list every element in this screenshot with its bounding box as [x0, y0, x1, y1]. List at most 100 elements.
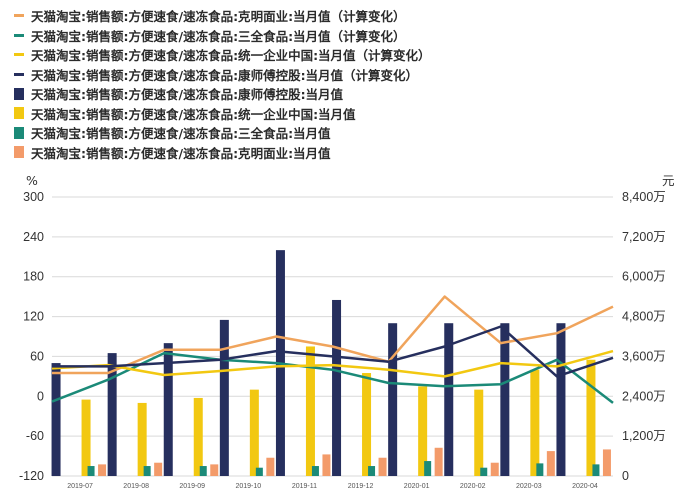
bar-0-2020-01	[388, 323, 398, 476]
y-right-unit: 元	[662, 173, 675, 188]
legend-label: 天猫淘宝:销售额:方便速食/速冻食品:克明面业:当月值（计算变化）	[31, 9, 406, 25]
line-marks	[51, 295, 614, 404]
x-ticks: 2019-07 2019-08 2019-09 2019-10 2019-11 2019-…	[67, 483, 598, 490]
y-left-tick-label: 0	[37, 389, 44, 403]
bar-2-2020-03	[536, 463, 544, 476]
bar-1-2020-01	[418, 386, 428, 476]
x-tick-label: 2019-12	[348, 483, 374, 490]
line-series-1	[51, 351, 614, 404]
bar-1-2020-03	[530, 369, 540, 476]
bar-2-2019-10	[255, 467, 263, 476]
y-left-tick-label: -120	[19, 469, 44, 483]
x-tick-label: 2019-09	[179, 483, 205, 490]
x-tick-label: 2019-07	[67, 483, 93, 490]
y-left-tick-label: 300	[23, 190, 44, 204]
y-right-tick-label: 3,600万	[622, 349, 666, 363]
y-right-tick-label: 7,200万	[622, 230, 666, 244]
legend-label: 天猫淘宝:销售额:方便速食/速冻食品:克明面业:当月值	[31, 145, 331, 161]
y-right-tick-label: 4,800万	[622, 310, 666, 324]
legend-item-line-2: 天猫淘宝:销售额:方便速食/速冻食品:统一企业中国:当月值（计算变化）	[14, 45, 431, 65]
bar-1-2019-11	[305, 346, 315, 476]
x-tick-label: 2019-08	[123, 483, 149, 490]
bar-1-2020-04	[586, 359, 596, 476]
legend-label: 天猫淘宝:销售额:方便速食/速冻食品:三全食品:当月值（计算变化）	[31, 28, 406, 44]
bar-0-2019-07	[51, 363, 61, 476]
y-right-tick-label: 8,400万	[622, 190, 666, 204]
bar-3-2019-10	[266, 457, 275, 476]
bar-3-2019-07	[98, 464, 107, 476]
bar-3-2019-08	[154, 462, 163, 476]
legend-swatch	[14, 126, 24, 139]
legend-swatch	[14, 14, 24, 18]
bar-2-2019-08	[143, 466, 151, 476]
y-right-tick-label: 6,000万	[622, 270, 666, 284]
legend-swatch	[14, 33, 24, 37]
line-series-2	[51, 349, 614, 378]
bar-1-2019-10	[249, 389, 259, 476]
bar-2-2020-02	[480, 467, 488, 476]
bar-0-2019-10	[219, 319, 229, 476]
bar-2-2019-09	[199, 466, 207, 476]
legend-swatch	[14, 146, 24, 159]
chart-legend: 天猫淘宝:销售额:方便速食/速冻食品:克明面业:当月值（计算变化） 天猫淘宝:销售…	[14, 6, 431, 162]
x-tick-label: 2020-04	[572, 483, 598, 490]
legend-swatch	[14, 72, 24, 76]
legend-item-bar-3: 天猫淘宝:销售额:方便速食/速冻食品:克明面业:当月值	[14, 143, 431, 163]
y-right-tick-label: 0	[622, 469, 629, 483]
y-right-ticks: 0 1,200万 2,400万 3,600万 4,800万 6,000万 7,200万 8,4…	[622, 190, 666, 483]
bar-1-2019-12	[362, 373, 372, 476]
bar-0-2020-04	[556, 323, 566, 476]
bar-1-2019-07	[81, 399, 91, 476]
y-left-tick-label: 60	[30, 349, 44, 363]
y-left-unit: %	[26, 173, 38, 188]
bar-2-2019-07	[87, 466, 95, 476]
legend-item-bar-0: 天猫淘宝:销售额:方便速食/速冻食品:康师傅控股:当月值	[14, 84, 431, 104]
y-right-tick-label: 1,200万	[622, 429, 666, 443]
bar-0-2019-12	[332, 299, 342, 476]
y-left-ticks: -120 -60 0 60 120 180 240 300	[19, 190, 44, 483]
y-left-tick-label: 120	[23, 310, 44, 324]
legend-label: 天猫淘宝:销售额:方便速食/速冻食品:统一企业中国:当月值	[31, 106, 356, 122]
x-tick-label: 2020-03	[516, 483, 542, 490]
legend-item-line-0: 天猫淘宝:销售额:方便速食/速冻食品:克明面业:当月值（计算变化）	[14, 6, 431, 26]
bar-3-2019-11	[322, 454, 331, 476]
legend-label: 天猫淘宝:销售额:方便速食/速冻食品:康师傅控股:当月值（计算变化）	[31, 67, 419, 83]
bar-1-2019-09	[193, 397, 203, 476]
legend-swatch	[14, 53, 24, 57]
bar-0-2020-03	[500, 323, 510, 476]
bar-3-2019-09	[210, 464, 219, 476]
x-tick-label: 2019-10	[235, 483, 261, 490]
bar-3-2020-04	[602, 449, 611, 476]
x-tick-label: 2019-11	[292, 483, 317, 490]
bar-3-2019-12	[378, 457, 387, 476]
x-tick-label: 2020-01	[404, 483, 430, 490]
x-tick-label: 2020-02	[460, 483, 486, 490]
y-right-tick-label: 2,400万	[622, 389, 666, 403]
bar-marks	[51, 250, 611, 476]
bar-2-2020-01	[424, 461, 432, 476]
bar-2-2019-12	[368, 466, 376, 476]
legend-item-bar-1: 天猫淘宝:销售额:方便速食/速冻食品:统一企业中国:当月值	[14, 104, 431, 124]
y-left-tick-label: 180	[23, 270, 44, 284]
bar-1-2019-08	[137, 402, 147, 476]
legend-swatch	[14, 107, 24, 120]
bar-3-2020-03	[546, 451, 555, 476]
bar-1-2020-02	[474, 389, 484, 476]
bar-2-2020-04	[592, 464, 600, 476]
legend-label: 天猫淘宝:销售额:方便速食/速冻食品:康师傅控股:当月值	[31, 87, 344, 103]
legend-item-line-1: 天猫淘宝:销售额:方便速食/速冻食品:三全食品:当月值（计算变化）	[14, 26, 431, 46]
bar-2-2019-11	[311, 466, 319, 476]
bar-0-2019-08	[107, 353, 117, 476]
bar-0-2019-09	[163, 343, 173, 476]
bar-3-2020-02	[490, 462, 499, 476]
legend-label: 天猫淘宝:销售额:方便速食/速冻食品:三全食品:当月值	[31, 126, 331, 142]
legend-item-bar-2: 天猫淘宝:销售额:方便速食/速冻食品:三全食品:当月值	[14, 123, 431, 143]
line-series-0	[52, 295, 614, 375]
legend-item-line-3: 天猫淘宝:销售额:方便速食/速冻食品:康师傅控股:当月值（计算变化）	[14, 65, 431, 85]
line-series-3	[52, 325, 614, 378]
legend-swatch	[14, 87, 24, 100]
y-left-tick-label: 240	[23, 230, 44, 244]
bar-3-2020-01	[434, 447, 443, 476]
bar-0-2020-02	[444, 323, 454, 476]
